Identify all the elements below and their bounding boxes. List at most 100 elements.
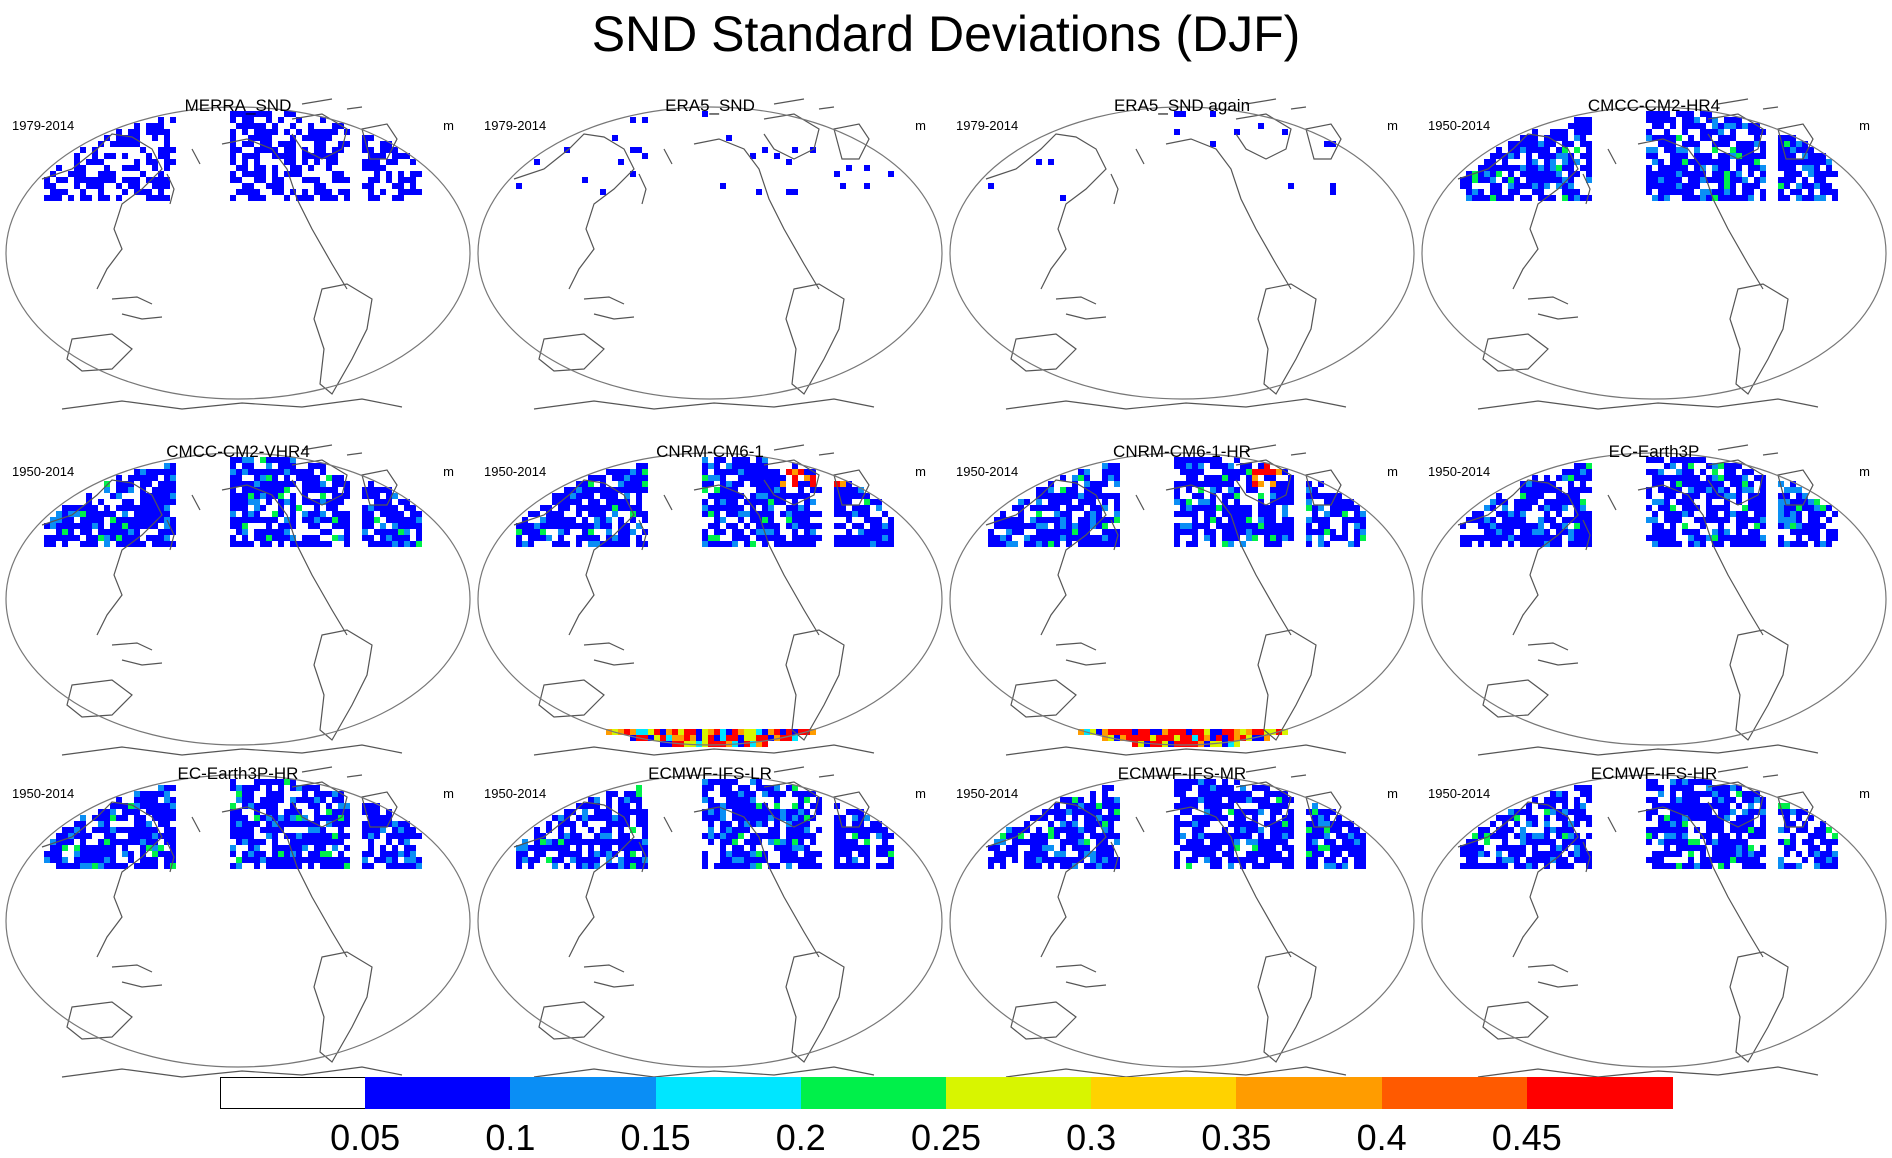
snow-cell	[1054, 511, 1060, 517]
snow-cell	[1532, 189, 1538, 195]
snow-cell	[134, 803, 140, 809]
snow-cell	[1042, 505, 1048, 511]
snow-cell	[1336, 505, 1342, 511]
snow-cell	[738, 845, 744, 851]
snow-cell	[1466, 189, 1472, 195]
snow-cell	[1580, 791, 1586, 797]
snow-cell	[876, 541, 882, 547]
snow-cell	[272, 171, 278, 177]
snow-cell	[1676, 177, 1682, 183]
snow-cell	[1234, 779, 1240, 785]
snow-cell	[786, 851, 792, 857]
snow-cell	[1048, 481, 1054, 487]
snow-cell	[1712, 511, 1718, 517]
snow-cell	[1102, 729, 1108, 735]
snow-cell	[834, 511, 840, 517]
snow-cell	[750, 475, 756, 481]
snow-cell	[876, 535, 882, 541]
snow-cell	[792, 517, 798, 523]
snow-cell	[1060, 511, 1066, 517]
snow-cell	[744, 863, 750, 869]
snow-cell	[1520, 523, 1526, 529]
globe-outline	[477, 452, 943, 746]
snow-cell	[98, 159, 104, 165]
snow-cell	[1568, 541, 1574, 547]
snow-cell	[1060, 475, 1066, 481]
colorbar-swatch	[1381, 1077, 1528, 1109]
snow-cell	[834, 523, 840, 529]
snow-cell	[1496, 165, 1502, 171]
snow-cell	[750, 779, 756, 785]
snow-cell	[1066, 487, 1072, 493]
snow-cell	[1796, 487, 1802, 493]
snow-cell	[146, 523, 152, 529]
snow-cell	[236, 791, 242, 797]
snow-cell	[1174, 863, 1180, 869]
snow-cell	[1478, 863, 1484, 869]
snow-cell	[1682, 147, 1688, 153]
snow-cell	[1252, 785, 1258, 791]
snow-cell	[1264, 845, 1270, 851]
snow-cell	[1586, 141, 1592, 147]
snow-cell	[380, 499, 386, 505]
snow-cell	[1228, 493, 1234, 499]
snow-cell	[630, 839, 636, 845]
snow-cell	[1186, 857, 1192, 863]
snow-cell	[1652, 517, 1658, 523]
snow-cell	[242, 511, 248, 517]
snow-cell	[1580, 487, 1586, 493]
snow-cell	[278, 457, 284, 463]
snow-cell	[804, 499, 810, 505]
snow-cell	[260, 123, 266, 129]
snow-cell	[612, 511, 618, 517]
snow-cell	[254, 809, 260, 815]
snow-cell	[1036, 839, 1042, 845]
snow-cell	[1354, 523, 1360, 529]
snow-cell	[624, 541, 630, 547]
coastline	[985, 479, 1107, 636]
snow-cell	[1234, 857, 1240, 863]
snow-field	[1460, 111, 1838, 201]
snow-cell	[732, 797, 738, 803]
snow-cell	[786, 785, 792, 791]
snow-cell	[756, 821, 762, 827]
snow-cell	[1688, 535, 1694, 541]
snow-cell	[1496, 195, 1502, 201]
snow-cell	[1288, 183, 1294, 189]
snow-cell	[1318, 481, 1324, 487]
snow-cell	[1556, 845, 1562, 851]
snow-cell	[1210, 541, 1216, 547]
snow-cell	[630, 147, 636, 153]
snow-cell	[314, 809, 320, 815]
snow-cell	[1562, 159, 1568, 165]
snow-cell	[1790, 863, 1796, 869]
snow-cell	[1670, 147, 1676, 153]
snow-cell	[810, 863, 816, 869]
snow-cell	[1084, 469, 1090, 475]
snow-cell	[564, 523, 570, 529]
snow-cell	[1784, 135, 1790, 141]
snow-cell	[1718, 803, 1724, 809]
snow-cell	[248, 183, 254, 189]
snow-cell	[308, 785, 314, 791]
coastline	[361, 469, 398, 506]
snow-cell	[68, 535, 74, 541]
snow-cell	[1688, 487, 1694, 493]
snow-cell	[1246, 735, 1252, 741]
snow-cell	[1228, 469, 1234, 475]
snow-cell	[1526, 171, 1532, 177]
snow-cell	[326, 517, 332, 523]
snow-cell	[1222, 511, 1228, 517]
snow-cell	[582, 857, 588, 863]
snow-cell	[570, 493, 576, 499]
snow-cell	[1724, 833, 1730, 839]
snow-cell	[278, 815, 284, 821]
snow-cell	[1646, 505, 1652, 511]
snow-cell	[326, 165, 332, 171]
snow-cell	[254, 785, 260, 791]
snow-cell	[380, 851, 386, 857]
snow-cell	[852, 827, 858, 833]
snow-cell	[1652, 833, 1658, 839]
snow-cell	[1808, 171, 1814, 177]
snow-cell	[882, 511, 888, 517]
